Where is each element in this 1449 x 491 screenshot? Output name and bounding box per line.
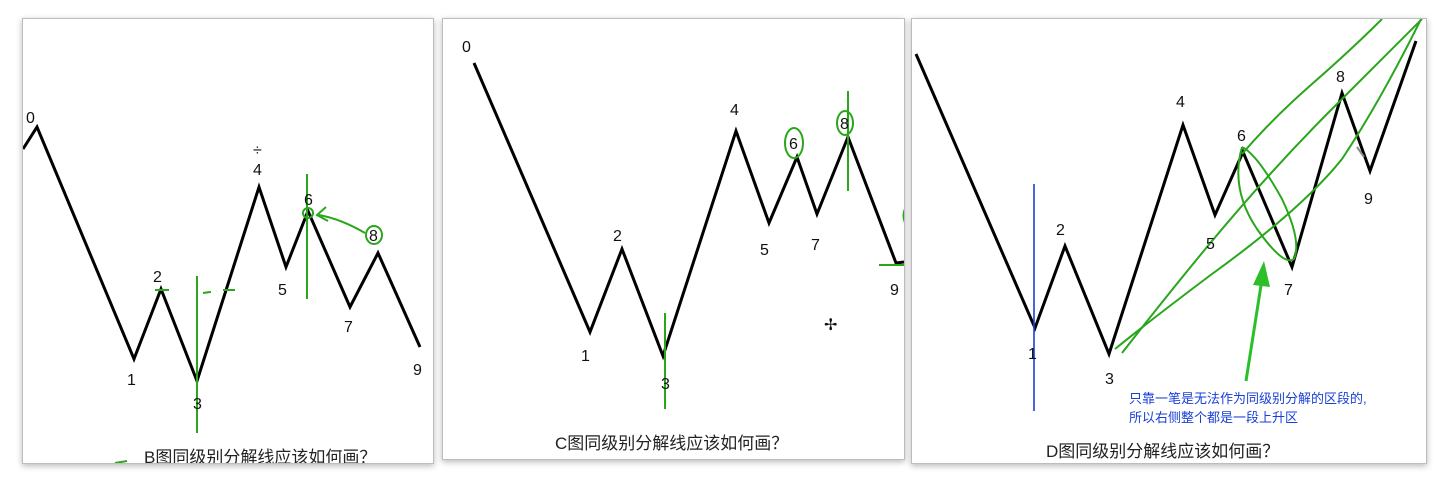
diagram-b: ÷ 0 1 2 3 4 5 6 7 8 9: [23, 110, 422, 463]
arrow-shaft-d: [1244, 278, 1264, 382]
point-label-3-d: 3: [1105, 371, 1114, 388]
diagram-c: ✢ 0 1 2 3 4 5 6 7 8 9: [462, 39, 904, 409]
point-label-5-c: 5: [760, 242, 769, 259]
point-label-1-d: 1: [1028, 346, 1037, 363]
arrow-head-d: [1253, 261, 1270, 287]
point-label-8-d: 8: [1336, 69, 1345, 86]
bottom-mark-b: [114, 460, 128, 463]
point-label-2-d: 2: [1056, 222, 1065, 239]
channel-curve-top-d: [1241, 19, 1383, 155]
circle-6-b: [302, 207, 314, 219]
ellipse-6-7-d: [1237, 146, 1298, 262]
point-label-1-c: 1: [581, 348, 590, 365]
channel-curve-upper-d: [1121, 19, 1423, 354]
point-label-6-d: 6: [1237, 128, 1246, 145]
channel-curve-lower-d: [1114, 19, 1423, 350]
caption-c: C图同级别分解线应该如何画？: [555, 434, 789, 453]
panel-d: 1 2 3 4 5 6 7 8 9 只靠一笔是无法作为同级别分解的区段的, 所以…: [911, 18, 1427, 464]
point-label-6-b: 6: [304, 192, 313, 209]
diagram-d: 1 2 3 4 5 6 7 8 9: [914, 19, 1423, 411]
point-label-7-d: 7: [1284, 282, 1293, 299]
note-line-2: 所以右侧整个都是一段上升区: [1129, 410, 1299, 425]
point-label-3-b: 3: [193, 396, 202, 413]
point-label-2-c: 2: [613, 228, 622, 245]
point-label-0-b: 0: [26, 110, 35, 127]
marker-plus-c: ✢: [824, 317, 837, 334]
point-label-9-b: 9: [413, 362, 422, 379]
caption-b: B图同级别分解线应该如何画？: [144, 448, 377, 464]
point-label-4-d: 4: [1176, 94, 1185, 111]
panel-c: ✢ 0 1 2 3 4 5 6 7 8 9 C图同级别分解线应该如何画？: [442, 18, 905, 460]
point-label-8-b: 8: [369, 228, 378, 245]
point-label-6-c: 6: [789, 136, 798, 153]
point-label-7-b: 7: [344, 319, 353, 336]
wave-line-b: [23, 123, 422, 386]
point-label-9-c: 9: [890, 282, 899, 299]
marker-plus-b: ÷: [253, 142, 262, 159]
point-label-9-d: 9: [1364, 191, 1373, 208]
point-label-4-c: 4: [730, 102, 739, 119]
edge-mark-c: [902, 208, 904, 223]
dash-mark-b: [202, 290, 218, 294]
point-label-8-c: 8: [840, 116, 849, 133]
point-label-7-c: 7: [811, 237, 820, 254]
circle-8-c: [836, 110, 854, 136]
point-label-4-b: 4: [253, 162, 262, 179]
wave-line-c: [472, 62, 904, 361]
point-label-1-b: 1: [127, 372, 136, 389]
small-mark-9-d: [1356, 146, 1365, 158]
note-line-1: 只靠一笔是无法作为同级别分解的区段的,: [1129, 391, 1367, 406]
point-label-5-d: 5: [1206, 236, 1215, 253]
wave-line-d: [914, 40, 1418, 359]
panel-b: ÷ 0 1 2 3 4 5 6 7 8 9 B图同级别分解线应该如何画？: [22, 18, 434, 464]
point-label-5-b: 5: [278, 282, 287, 299]
arrow-8-to-6-b: [318, 214, 366, 234]
circle-8-b: [365, 225, 383, 245]
arrow-head-b: [315, 206, 329, 222]
point-label-2-b: 2: [153, 269, 162, 286]
point-label-0-c: 0: [462, 39, 471, 56]
caption-d: D图同级别分解线应该如何画？: [1046, 442, 1280, 461]
annotation-note-d: 只靠一笔是无法作为同级别分解的区段的, 所以右侧整个都是一段上升区: [1129, 389, 1367, 427]
circle-6-c: [784, 127, 804, 159]
point-label-3-c: 3: [661, 376, 670, 393]
